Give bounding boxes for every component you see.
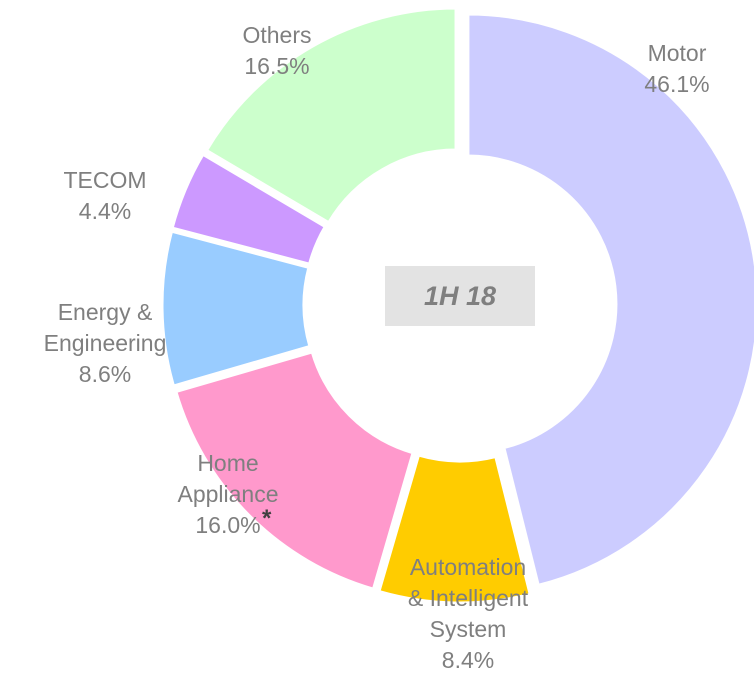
annotation: * bbox=[262, 505, 272, 532]
value-label: 16.0% bbox=[195, 512, 261, 538]
slice-label: Others 16.5% bbox=[242, 20, 311, 82]
value-label: 46.1% bbox=[644, 71, 710, 97]
slice-label: Automation & Intelligent System 8.4% bbox=[408, 552, 528, 676]
slice bbox=[173, 350, 415, 592]
category-label: TECOM bbox=[63, 167, 147, 193]
value-label: 4.4% bbox=[78, 198, 132, 224]
slice-label: Motor 46.1% bbox=[644, 38, 709, 100]
slice bbox=[204, 6, 458, 225]
category-label: Others bbox=[242, 22, 312, 48]
slice-label: Energy & Engineering 8.6% bbox=[44, 297, 167, 390]
slice-label: TECOM 4.4% bbox=[63, 165, 146, 227]
category-label: Automation & Intelligent System bbox=[407, 554, 529, 642]
category-label: Motor bbox=[647, 40, 707, 66]
category-label: Energy & Engineering bbox=[43, 299, 167, 356]
value-label: 16.5% bbox=[244, 53, 310, 79]
slice bbox=[170, 152, 328, 267]
slice bbox=[160, 229, 312, 388]
slice-label: Home Appliance 16.0% bbox=[177, 448, 278, 541]
slice bbox=[377, 453, 533, 605]
slice bbox=[466, 12, 754, 588]
value-label: 8.6% bbox=[78, 361, 132, 387]
center-label: 1H 18 bbox=[385, 266, 535, 326]
value-label: 8.4% bbox=[441, 647, 495, 673]
category-label: Home Appliance bbox=[177, 450, 279, 507]
